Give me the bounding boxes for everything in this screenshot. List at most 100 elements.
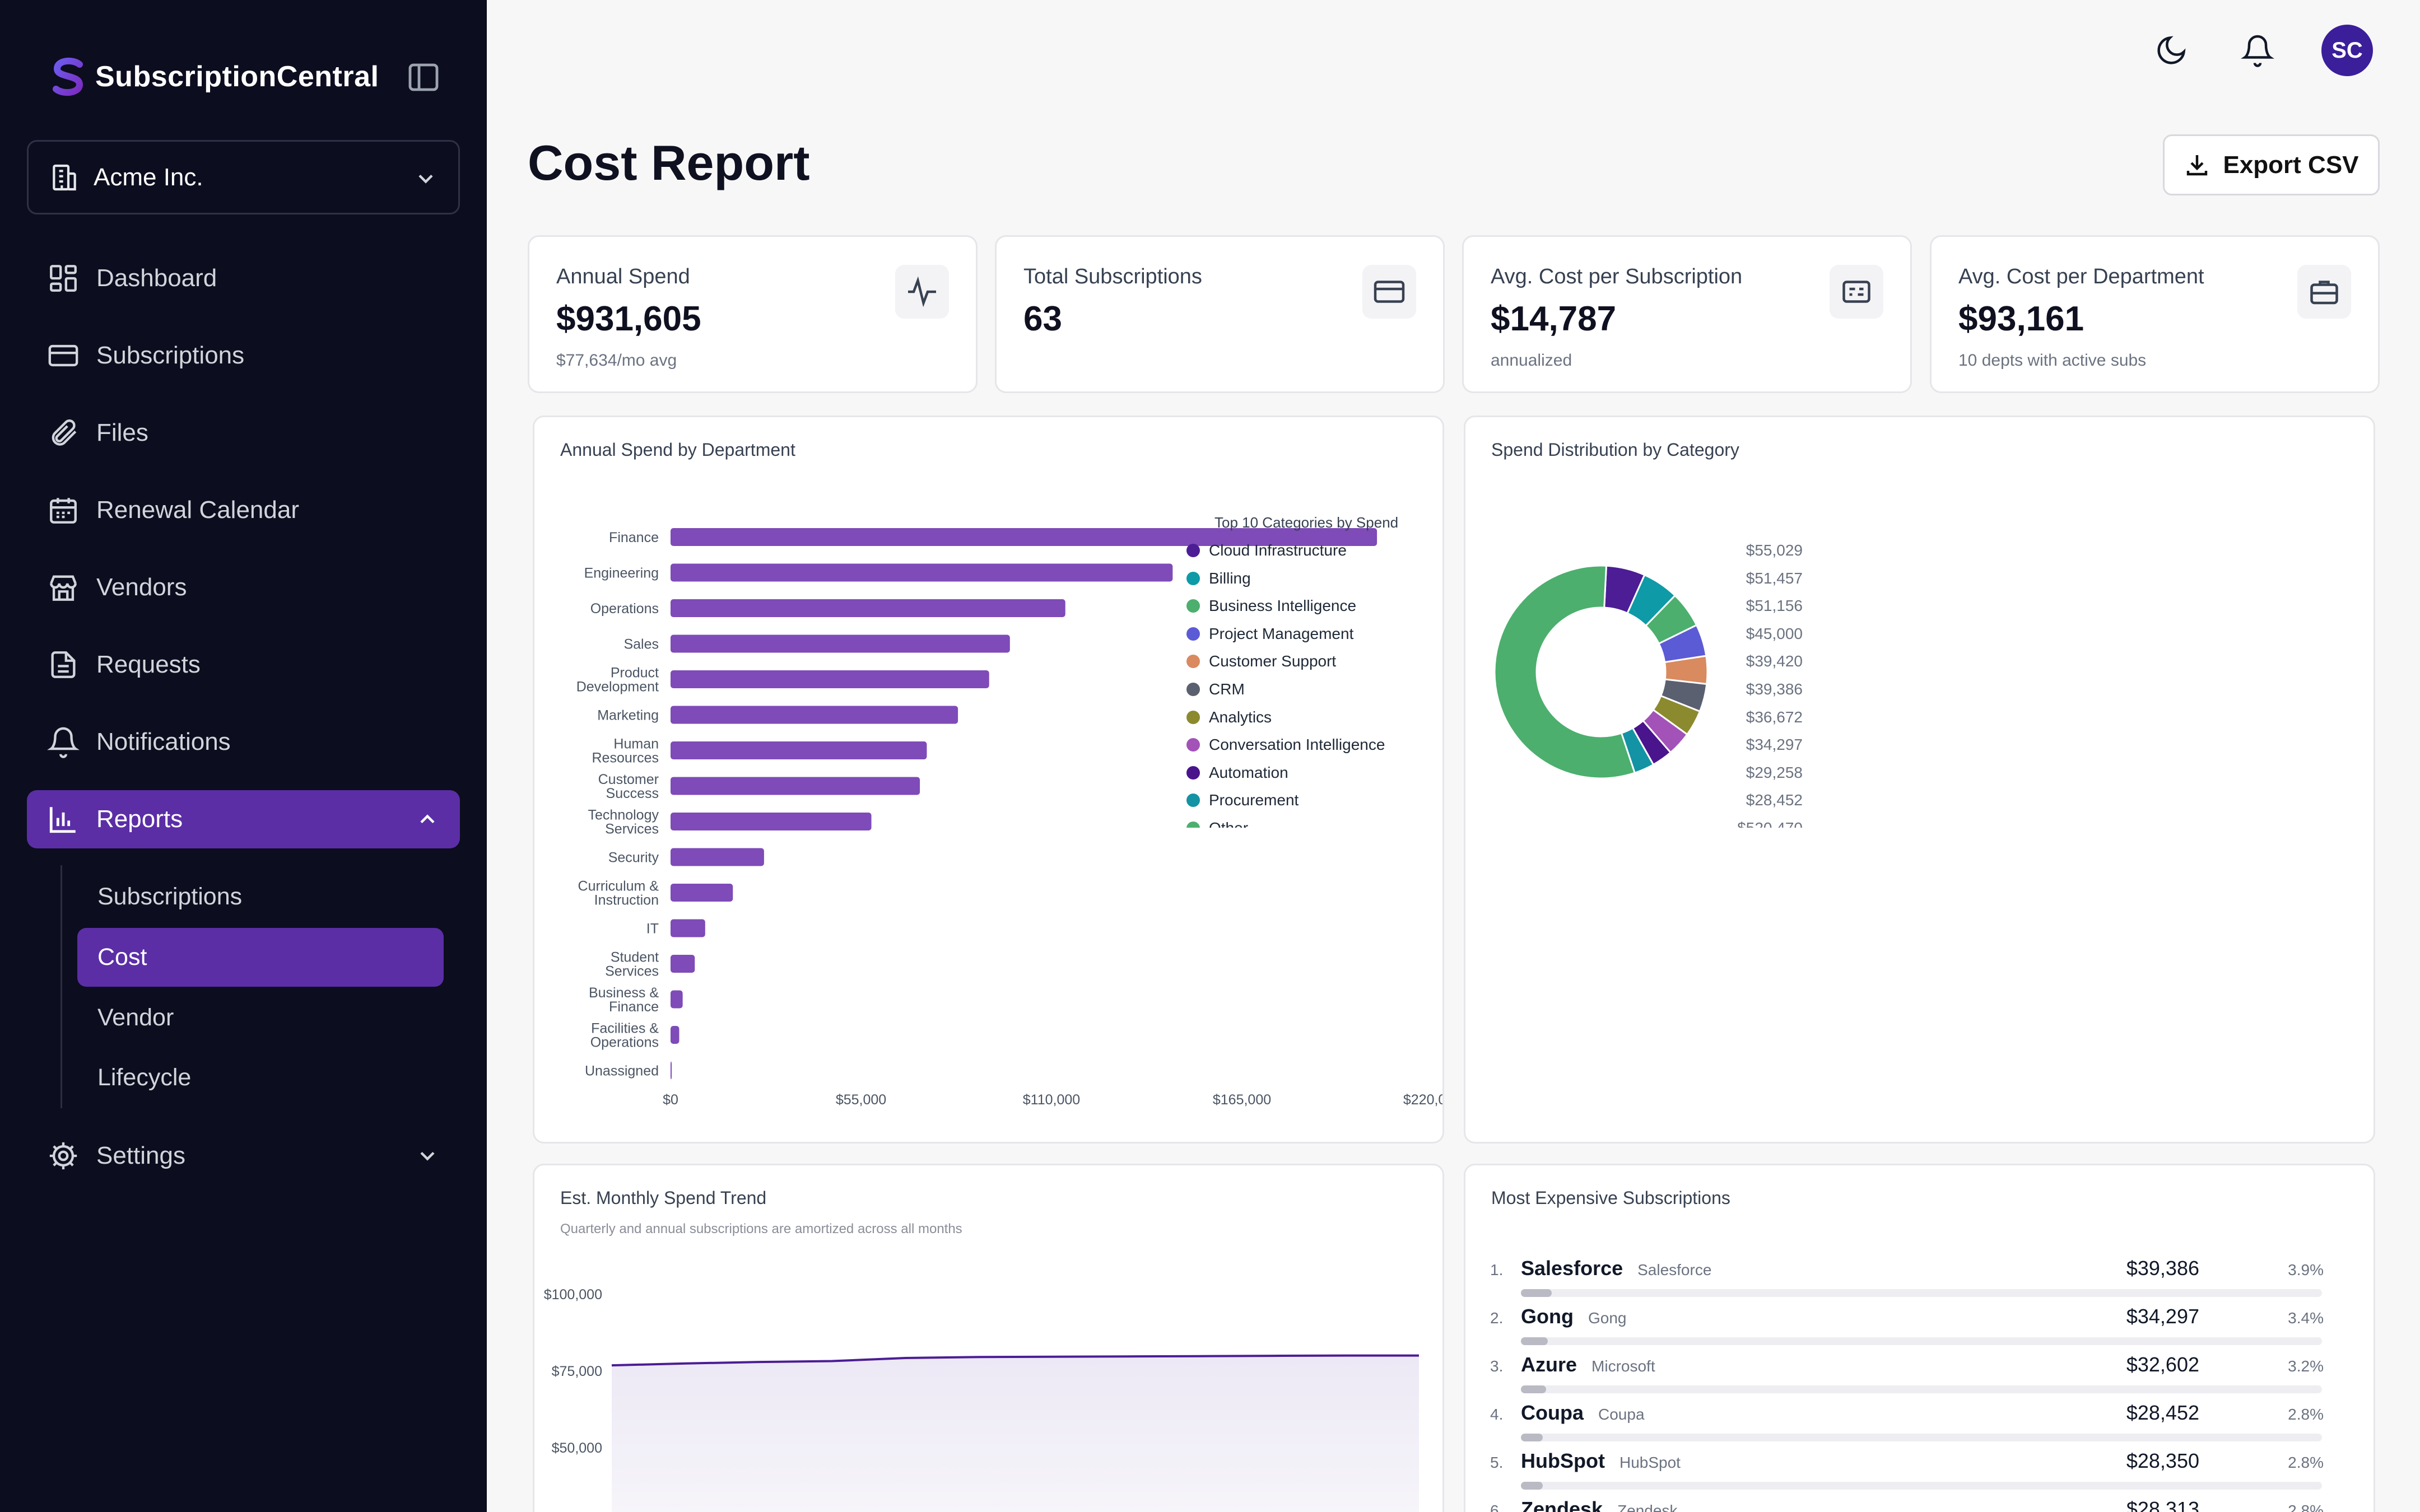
share-bar xyxy=(1521,1289,2322,1297)
legend-label: Business Intelligence xyxy=(1209,597,1357,615)
dept-bar[interactable] xyxy=(671,1026,680,1044)
nav-notifications[interactable]: Notifications xyxy=(27,713,460,771)
nav-settings[interactable]: Settings xyxy=(27,1127,460,1185)
nav-label: Settings xyxy=(96,1142,185,1169)
donut-slice[interactable] xyxy=(1493,564,1636,780)
kpi-value: $14,787 xyxy=(1491,300,1617,338)
nav-reports[interactable]: Reports xyxy=(27,790,460,848)
subscription-amount: $32,602 xyxy=(2126,1353,2199,1376)
dept-bar[interactable] xyxy=(671,741,927,759)
legend-item: Cloud Infrastructure $55,029 xyxy=(1186,536,1803,564)
dept-bar[interactable] xyxy=(671,919,705,937)
legend-label: Analytics xyxy=(1209,708,1272,726)
subnav-cost[interactable]: Cost xyxy=(77,928,444,987)
top-subscription-row[interactable]: 5. HubSpot HubSpot $28,350 2.8% xyxy=(1490,1447,2347,1495)
subscription-amount: $34,297 xyxy=(2126,1305,2199,1328)
share-bar-fill xyxy=(1521,1482,1543,1490)
trend-line[interactable] xyxy=(611,1354,1419,1367)
kpi-value: $931,605 xyxy=(556,300,701,338)
legend-label: Procurement xyxy=(1209,791,1299,809)
dept-bar[interactable] xyxy=(671,955,695,973)
nav-label: Requests xyxy=(96,651,201,678)
x-tick-label: $220,000 xyxy=(1403,1092,1442,1108)
dept-bar[interactable] xyxy=(671,777,920,795)
brand[interactable]: SubscriptionCentral xyxy=(46,52,379,102)
dept-bar[interactable] xyxy=(671,599,1065,617)
share-bar xyxy=(1521,1337,2322,1345)
legend-label: Project Management xyxy=(1209,624,1354,642)
panel-title: Est. Monthly Spend Trend xyxy=(560,1188,767,1208)
panel-title: Annual Spend by Department xyxy=(560,440,795,460)
nav-subscriptions[interactable]: Subscriptions xyxy=(27,326,460,385)
export-csv-button[interactable]: Export CSV xyxy=(2163,134,2380,195)
sidebar: SubscriptionCentral Acme Inc. Dashboard … xyxy=(0,0,487,1512)
nav-label: Reports xyxy=(96,805,183,833)
dept-axis-label: Engineering xyxy=(584,566,659,581)
top-subscription-row[interactable]: 2. Gong Gong $34,297 3.4% xyxy=(1490,1303,2347,1351)
legend-label: Cloud Infrastructure xyxy=(1209,542,1347,559)
legend-item: CRM $39,386 xyxy=(1186,675,1803,703)
dept-bar[interactable] xyxy=(671,634,1010,653)
user-avatar[interactable]: SC xyxy=(2321,25,2373,76)
legend-value: $51,457 xyxy=(1746,569,1803,587)
dept-bar[interactable] xyxy=(671,706,958,724)
kpi-subtext: annualized xyxy=(1491,351,1572,370)
dept-bar[interactable] xyxy=(671,884,733,902)
dept-axis-label: Product xyxy=(611,665,659,681)
nav-requests[interactable]: Requests xyxy=(27,636,460,694)
store-icon xyxy=(50,575,77,601)
nav-renewal-calendar[interactable]: Renewal Calendar xyxy=(27,481,460,539)
kpi-annual-spend: Annual Spend $931,605 $77,634/mo avg xyxy=(528,235,978,393)
dept-bar[interactable] xyxy=(671,563,1173,582)
top-subscription-row[interactable]: 3. Azure Microsoft $32,602 3.2% xyxy=(1490,1351,2347,1399)
subnav-vendor[interactable]: Vendor xyxy=(77,988,444,1047)
dept-bar[interactable] xyxy=(671,990,683,1009)
subnav-lifecycle[interactable]: Lifecycle xyxy=(77,1048,444,1107)
dept-axis-label: Customer xyxy=(598,772,659,787)
subscription-name: HubSpot xyxy=(1521,1449,1605,1472)
nav-label: Renewal Calendar xyxy=(96,496,299,524)
dept-axis-label: Services xyxy=(605,964,659,979)
theme-toggle-button[interactable] xyxy=(2149,28,2194,73)
nav-dashboard[interactable]: Dashboard xyxy=(27,249,460,307)
subscription-share: 2.8% xyxy=(2288,1502,2324,1512)
credit-card-icon xyxy=(48,344,78,367)
subscription-amount: $28,313 xyxy=(2126,1497,2199,1512)
rank: 6. xyxy=(1490,1502,1504,1512)
top-subscription-row[interactable]: 6. Zendesk Zendesk $28,313 2.8% xyxy=(1490,1495,2347,1512)
legend-label: Billing xyxy=(1209,569,1251,587)
nav-label: Notifications xyxy=(96,728,231,755)
dept-bar[interactable] xyxy=(671,528,1377,546)
org-selector[interactable]: Acme Inc. xyxy=(27,140,460,214)
sidebar-toggle-icon[interactable] xyxy=(408,63,439,92)
nav-label: Subscriptions xyxy=(96,342,245,369)
panel-title: Most Expensive Subscriptions xyxy=(1491,1188,1730,1208)
dept-bar[interactable] xyxy=(671,848,764,866)
legend-item: Billing $51,457 xyxy=(1186,564,1803,592)
subscription-share: 2.8% xyxy=(2288,1406,2324,1423)
top-subscription-row[interactable]: 4. Coupa Coupa $28,452 2.8% xyxy=(1490,1399,2347,1447)
download-icon xyxy=(2187,155,2208,175)
dept-axis-label: Operations xyxy=(590,1035,659,1051)
nav-vendors[interactable]: Vendors xyxy=(27,558,460,617)
top-subscription-row[interactable]: 1. Salesforce Salesforce $39,386 3.9% xyxy=(1490,1254,2347,1303)
nav-files[interactable]: Files xyxy=(27,404,460,462)
dept-bar[interactable] xyxy=(671,813,872,830)
nav-label: Dashboard xyxy=(96,264,217,292)
legend-label: Conversation Intelligence xyxy=(1209,736,1385,754)
legend-item: Project Management $45,000 xyxy=(1186,620,1803,648)
subnav-subscriptions[interactable]: Subscriptions xyxy=(77,867,444,926)
kpi-label: Avg. Cost per Subscription xyxy=(1491,265,1743,288)
kpi-avg-cost-subscription: Avg. Cost per Subscription $14,787 annua… xyxy=(1462,235,1912,393)
subscription-share: 2.8% xyxy=(2288,1454,2324,1471)
dept-bar[interactable] xyxy=(671,1061,672,1080)
category-legend: Cloud Infrastructure $55,029 Billing $51,45… xyxy=(1186,536,1803,828)
subscription-name: Salesforce xyxy=(1521,1257,1623,1280)
kpi-label: Annual Spend xyxy=(556,265,690,288)
dept-bar[interactable] xyxy=(671,670,989,688)
rank: 3. xyxy=(1490,1357,1504,1375)
subscription-share: 3.4% xyxy=(2288,1309,2324,1327)
notifications-button[interactable] xyxy=(2235,28,2280,73)
vendor-name: HubSpot xyxy=(1619,1454,1681,1471)
top-subscriptions-list: 1. Salesforce Salesforce $39,386 3.9% 2. Gong G… xyxy=(1490,1254,2347,1512)
